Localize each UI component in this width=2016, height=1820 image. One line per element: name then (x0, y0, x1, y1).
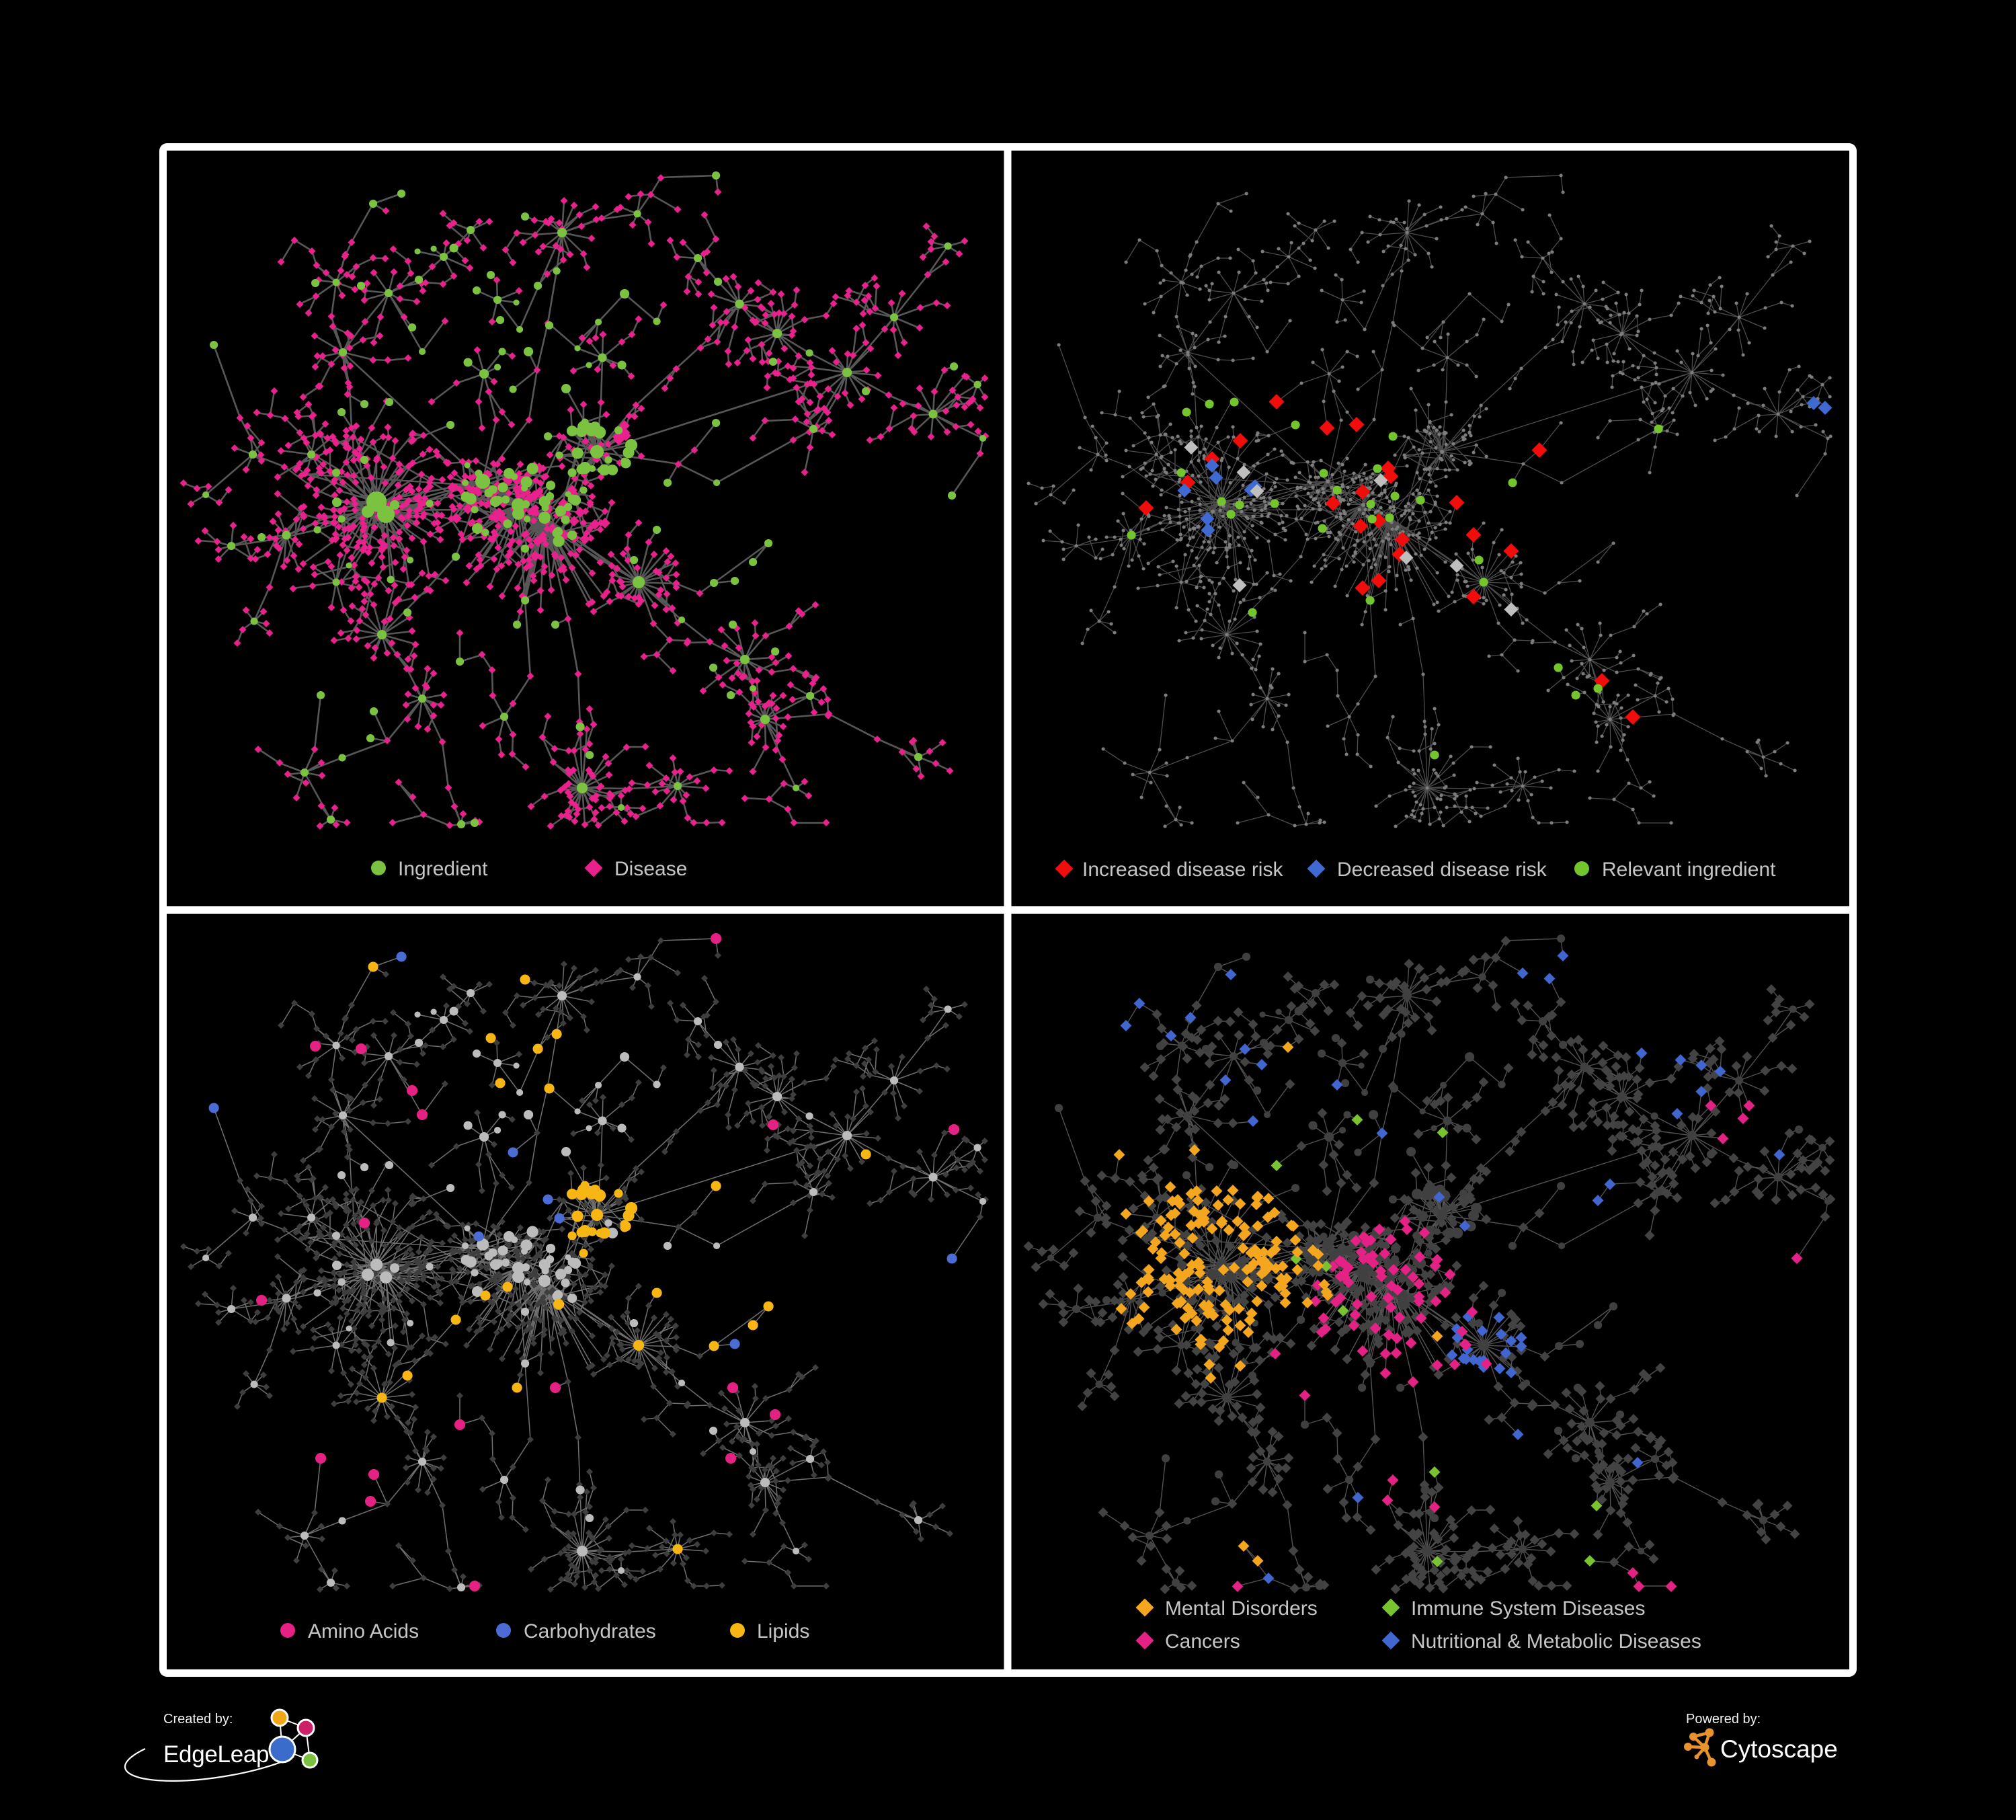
svg-text:Increased disease risk: Increased disease risk (1082, 859, 1283, 881)
svg-text:Lipids: Lipids (757, 1620, 809, 1643)
svg-text:Powered by:: Powered by: (1686, 1712, 1761, 1727)
svg-text:Cytoscape: Cytoscape (1720, 1735, 1838, 1763)
svg-text:Amino Acids: Amino Acids (308, 1620, 419, 1643)
svg-text:Created by:: Created by: (163, 1712, 233, 1727)
svg-text:Nutritional & Metabolic Diseas: Nutritional & Metabolic Diseases (1411, 1630, 1701, 1653)
svg-text:Immune System Diseases: Immune System Diseases (1411, 1597, 1645, 1620)
svg-text:Disease: Disease (614, 858, 687, 880)
svg-text:Carbohydrates: Carbohydrates (524, 1620, 656, 1643)
svg-text:Ingredient: Ingredient (398, 858, 488, 880)
svg-text:Mental Disorders: Mental Disorders (1165, 1597, 1318, 1620)
svg-text:EdgeLeap: EdgeLeap (163, 1741, 269, 1768)
svg-text:Decreased disease risk: Decreased disease risk (1337, 859, 1547, 881)
svg-text:Relevant ingredient: Relevant ingredient (1602, 859, 1776, 881)
svg-text:Cancers: Cancers (1165, 1630, 1240, 1653)
